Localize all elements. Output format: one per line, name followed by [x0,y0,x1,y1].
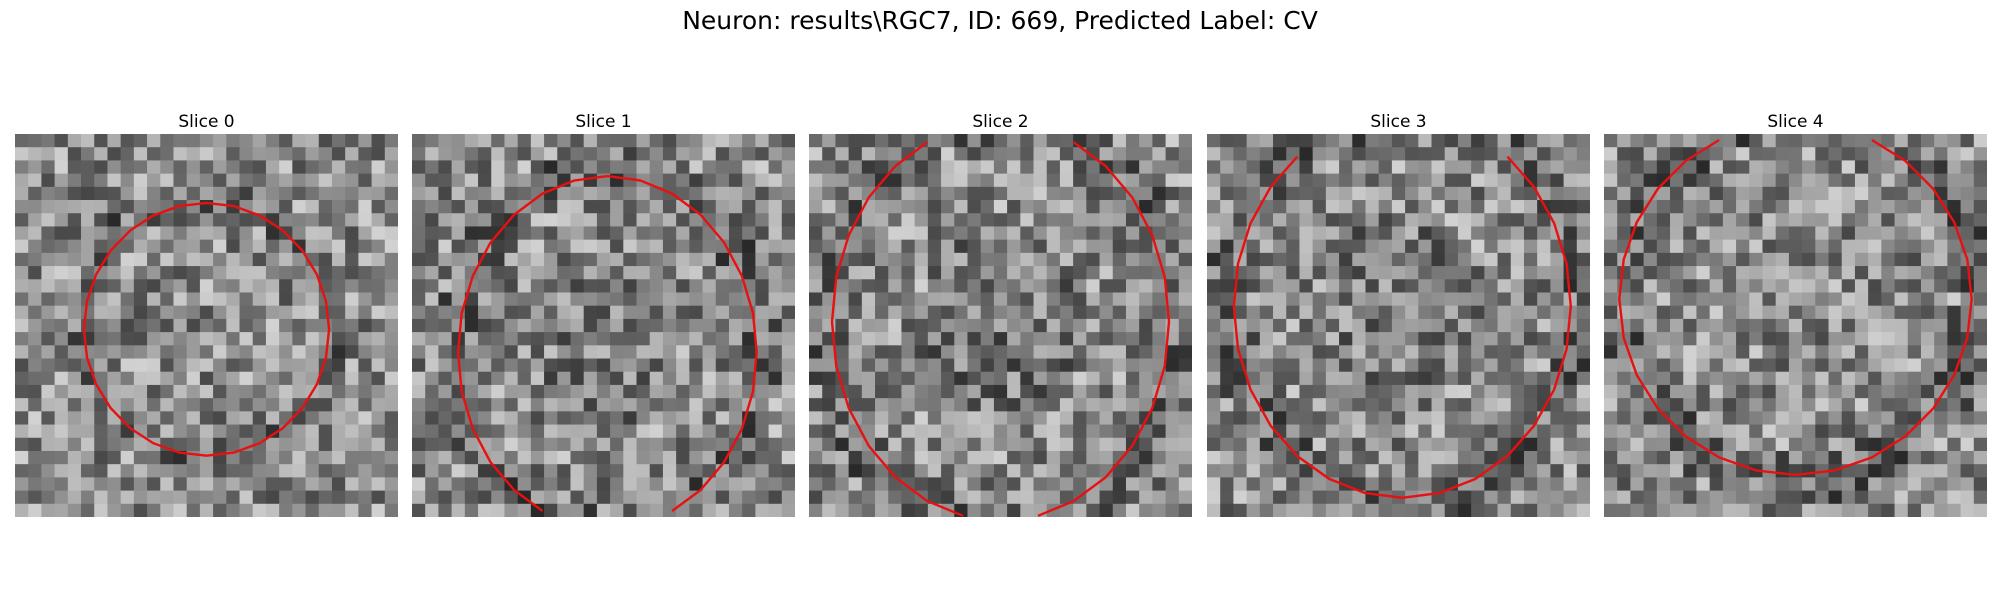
slice-title-3: Slice 3 [1370,112,1427,132]
cell-contour-2 [830,141,1171,517]
slice-title-0: Slice 0 [178,112,235,132]
slice-panel-1: Slice 1 [412,110,795,517]
slice-title-4: Slice 4 [1767,112,1824,132]
cell-contour-4 [1618,138,1973,477]
figure-title: Neuron: results\RGC7, ID: 669, Predicted… [682,6,1318,35]
slice-image-1 [412,134,795,517]
slice-title-2: Slice 2 [972,112,1029,132]
cell-contour-1 [456,174,758,512]
slice-title-1: Slice 1 [575,112,632,132]
slice-panel-4: Slice 4 [1604,110,1987,517]
slice-image-2 [809,134,1192,517]
slice-panel-0: Slice 0 [15,110,398,517]
cell-contour-0 [82,201,331,457]
slice-panel-2: Slice 2 [809,110,1192,517]
slice-image-4 [1604,134,1987,517]
slice-image-0 [15,134,398,517]
cell-contour-3 [1232,155,1573,500]
slice-panel-3: Slice 3 [1207,110,1590,517]
slice-image-3 [1207,134,1590,517]
